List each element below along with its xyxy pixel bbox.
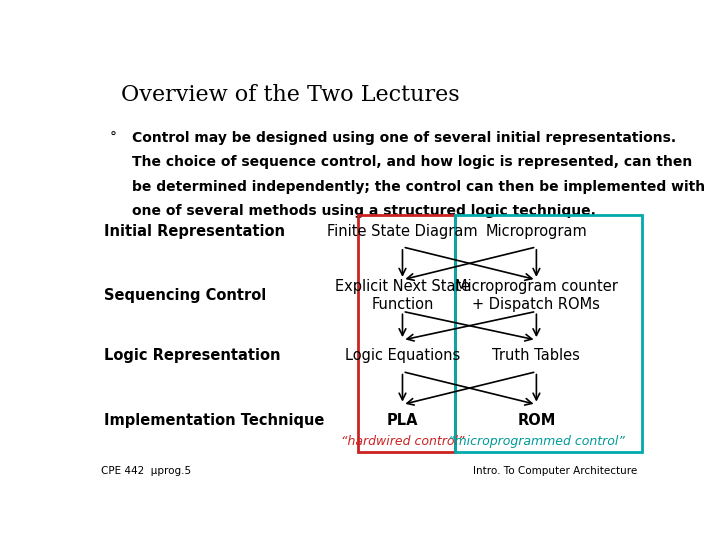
Text: Overview of the Two Lectures: Overview of the Two Lectures <box>121 84 459 105</box>
Text: °: ° <box>109 131 117 145</box>
Text: one of several methods using a structured logic technique.: one of several methods using a structure… <box>132 204 595 218</box>
Text: “microprogrammed control”: “microprogrammed control” <box>448 435 625 448</box>
Text: Microprogram counter
+ Dispatch ROMs: Microprogram counter + Dispatch ROMs <box>455 279 618 312</box>
Text: Logic Representation: Logic Representation <box>104 348 281 363</box>
Text: “hardwired control”: “hardwired control” <box>341 435 464 448</box>
Text: be determined independently; the control can then be implemented with: be determined independently; the control… <box>132 180 705 193</box>
Text: Initial Representation: Initial Representation <box>104 224 285 239</box>
Text: Implementation Technique: Implementation Technique <box>104 413 324 428</box>
Text: Intro. To Computer Architecture: Intro. To Computer Architecture <box>472 465 637 476</box>
Text: Sequencing Control: Sequencing Control <box>104 288 266 303</box>
Text: Control may be designed using one of several initial representations.: Control may be designed using one of sev… <box>132 131 676 145</box>
Text: Finite State Diagram: Finite State Diagram <box>327 224 478 239</box>
Text: Microprogram: Microprogram <box>485 224 588 239</box>
Bar <box>358 215 456 453</box>
Text: The choice of sequence control, and how logic is represented, can then: The choice of sequence control, and how … <box>132 156 692 170</box>
Text: CPE 442  μprog.5: CPE 442 μprog.5 <box>101 465 192 476</box>
Text: Explicit Next State
Function: Explicit Next State Function <box>335 279 470 312</box>
Text: PLA: PLA <box>387 413 418 428</box>
Bar <box>456 215 642 453</box>
Text: Logic Equations: Logic Equations <box>345 348 460 363</box>
Text: ROM: ROM <box>517 413 556 428</box>
Text: Truth Tables: Truth Tables <box>492 348 580 363</box>
